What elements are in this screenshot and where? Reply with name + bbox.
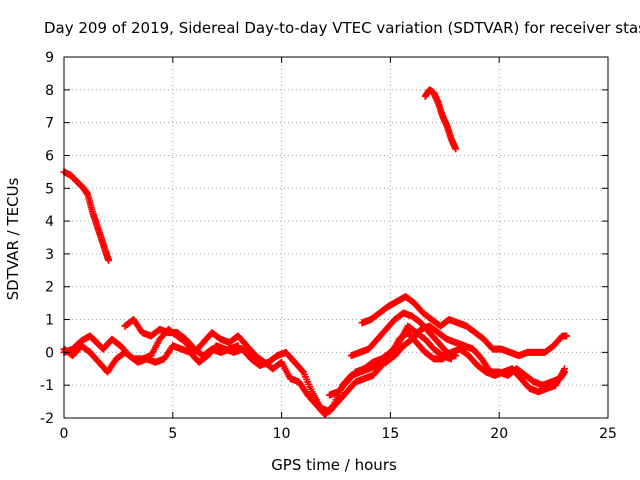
chart-grid (64, 57, 608, 418)
data-point (329, 402, 337, 410)
y-tick-label: -1 (40, 378, 54, 394)
data-point (105, 256, 113, 264)
y-tick-label: 9 (45, 50, 54, 66)
data-point (563, 332, 571, 340)
y-tick-label: 2 (45, 280, 54, 296)
x-tick-label: 0 (60, 426, 69, 442)
y-axis-label: SDTVAR / TECUs (4, 177, 22, 301)
x-tick-label: 25 (599, 426, 617, 442)
x-tick-label: 5 (168, 426, 177, 442)
x-tick-label: 15 (381, 426, 399, 442)
chart-ticks: 0 5 10 15 20 25 -2 -1 0 1 2 3 4 5 6 7 8 9 (40, 50, 617, 442)
y-tick-label: -2 (40, 411, 54, 427)
y-tick-label: 4 (45, 214, 54, 230)
y-tick-label: 8 (45, 83, 54, 99)
chart-title: Day 209 of 2019, Sidereal Day-to-day VTE… (44, 19, 640, 37)
x-axis-label: GPS time / hours (271, 456, 397, 474)
data-point (234, 342, 242, 350)
series-trace-5 (121, 316, 242, 360)
data-point (560, 368, 568, 376)
y-tick-label: 3 (45, 247, 54, 263)
x-tick-label: 20 (490, 426, 508, 442)
series-trace-8 (325, 322, 455, 399)
series-trace-2 (421, 86, 460, 153)
series-trace-4 (60, 322, 568, 419)
data-point (452, 145, 460, 153)
series-trace-1 (60, 168, 113, 264)
data-point (452, 352, 460, 360)
x-tick-label: 10 (273, 426, 291, 442)
y-tick-label: 6 (45, 148, 54, 164)
y-tick-label: 7 (45, 116, 54, 132)
series-trace-7 (347, 309, 460, 360)
data-point (298, 367, 306, 375)
y-tick-label: 1 (45, 313, 54, 329)
y-tick-label: 0 (45, 345, 54, 361)
data-point (447, 355, 455, 363)
y-tick-label: 5 (45, 181, 54, 197)
plot-frame (63, 56, 609, 419)
chart-series (60, 86, 571, 419)
series-trace-6 (358, 293, 571, 360)
